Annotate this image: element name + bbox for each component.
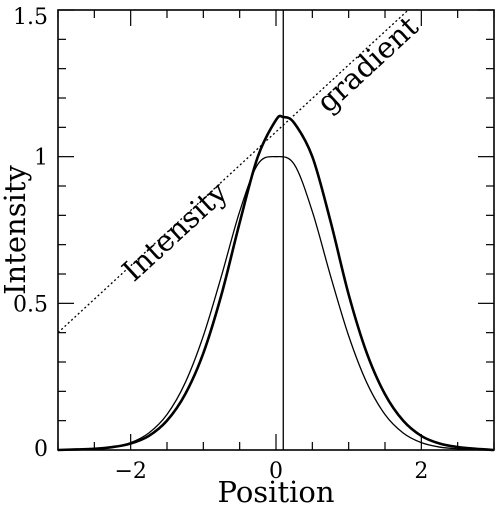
dotted-curve	[57, 9, 409, 334]
series-layer	[57, 9, 495, 452]
plot-frame	[57, 9, 495, 451]
annotations: Intensity gradient	[115, 9, 425, 288]
y-tick-label: 1	[34, 146, 48, 171]
y-tick-label: 1.5	[13, 5, 48, 30]
annotation-label: gradient	[310, 9, 425, 119]
x-axis-label: Position	[217, 475, 334, 505]
y-tick-label: 0	[34, 437, 48, 462]
thick-curve	[57, 114, 495, 452]
axis-ticks	[57, 9, 495, 451]
thin-curve	[57, 155, 495, 451]
x-tick-label: 2	[414, 459, 428, 484]
y-tick-label: 0.5	[13, 292, 48, 317]
x-tick-label: 0	[269, 459, 283, 484]
x-tick-label: −2	[114, 459, 146, 484]
annotation-label: Intensity	[115, 175, 234, 288]
tick-labels: −2 0 2 0 0.5 1 1.5	[13, 5, 428, 484]
y-axis-label: Intensity	[0, 164, 32, 294]
